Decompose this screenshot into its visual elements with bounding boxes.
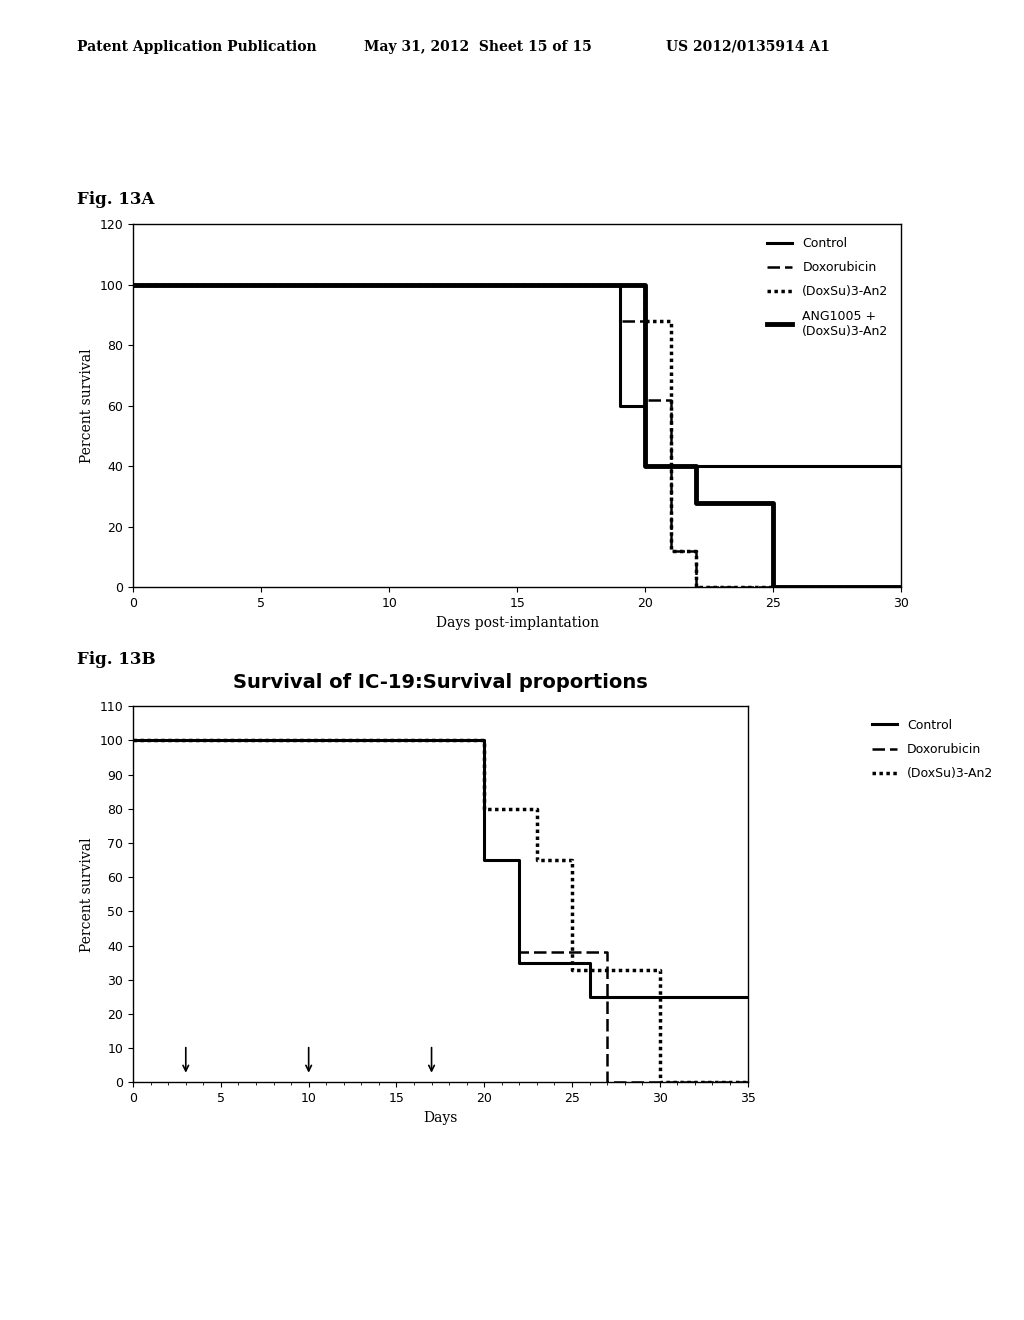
Legend: Control, Doxorubicin, (DoxSu)3-An2, ANG1005 +
(DoxSu)3-An2: Control, Doxorubicin, (DoxSu)3-An2, ANG1… — [761, 231, 895, 345]
X-axis label: Days: Days — [423, 1110, 458, 1125]
Text: US 2012/0135914 A1: US 2012/0135914 A1 — [666, 40, 829, 54]
Text: Fig. 13B: Fig. 13B — [77, 651, 156, 668]
Y-axis label: Percent survival: Percent survival — [80, 837, 94, 952]
Text: Survival of IC-19:Survival proportions: Survival of IC-19:Survival proportions — [232, 673, 648, 692]
Text: May 31, 2012  Sheet 15 of 15: May 31, 2012 Sheet 15 of 15 — [364, 40, 591, 54]
Text: Fig. 13A: Fig. 13A — [77, 191, 155, 209]
X-axis label: Days post-implantation: Days post-implantation — [435, 615, 599, 630]
Text: Patent Application Publication: Patent Application Publication — [77, 40, 316, 54]
Legend: Control, Doxorubicin, (DoxSu)3-An2: Control, Doxorubicin, (DoxSu)3-An2 — [865, 713, 999, 787]
Y-axis label: Percent survival: Percent survival — [80, 348, 94, 463]
